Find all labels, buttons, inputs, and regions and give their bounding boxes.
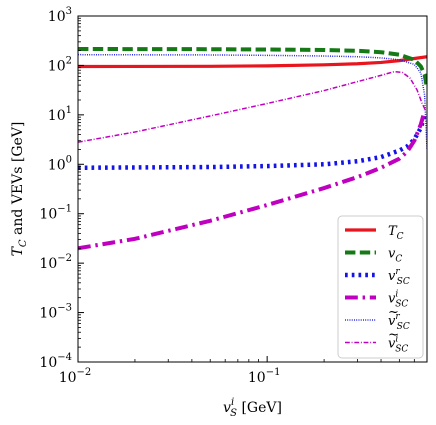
- y-tick-label-5: 101: [48, 105, 72, 124]
- legend-tilde-4: ~: [388, 305, 399, 320]
- legend-label-5: vi SC: [388, 335, 408, 355]
- series-line-0: [78, 55, 427, 69]
- y-tick-label-3: 10−1: [39, 204, 72, 223]
- y-tick-label-6: 102: [48, 55, 72, 74]
- series-layer: [78, 47, 427, 251]
- series-line-2: [78, 114, 427, 171]
- y-tick-label-4: 100: [48, 154, 72, 173]
- y-tick-label-0: 10−4: [39, 352, 72, 371]
- y-tick-label-2: 10−2: [39, 253, 72, 272]
- y-axis-title: TC and VEVs [GeV]: [10, 122, 29, 257]
- x-tick-label-0: 10−2: [59, 367, 92, 386]
- legend-label-2: vr SC: [388, 267, 410, 287]
- legend-label-1: vC: [388, 247, 402, 265]
- y-tick-label-1: 10−3: [39, 303, 72, 322]
- series-line-3: [78, 110, 427, 251]
- legend-box: [337, 215, 424, 359]
- y-tick-label-7: 103: [48, 6, 72, 25]
- x-axis-title: vi S [GeV]: [223, 397, 282, 419]
- legend-tilde-5: ~: [388, 328, 399, 343]
- series-line-5: [78, 70, 427, 143]
- legend-label-4: vr SC: [388, 312, 410, 332]
- series-line-1: [78, 47, 427, 89]
- legend-label-0: TC: [388, 224, 404, 242]
- legend-label-3: vi SC: [388, 290, 408, 310]
- x-tick-label-1: 10−1: [248, 367, 281, 386]
- plot-frame: [77, 15, 428, 363]
- ticks-layer: 10−2 10−1 10−4 10−3 10−2 10−1 100 101 102 103: [39, 6, 415, 386]
- series-line-4: [78, 53, 427, 150]
